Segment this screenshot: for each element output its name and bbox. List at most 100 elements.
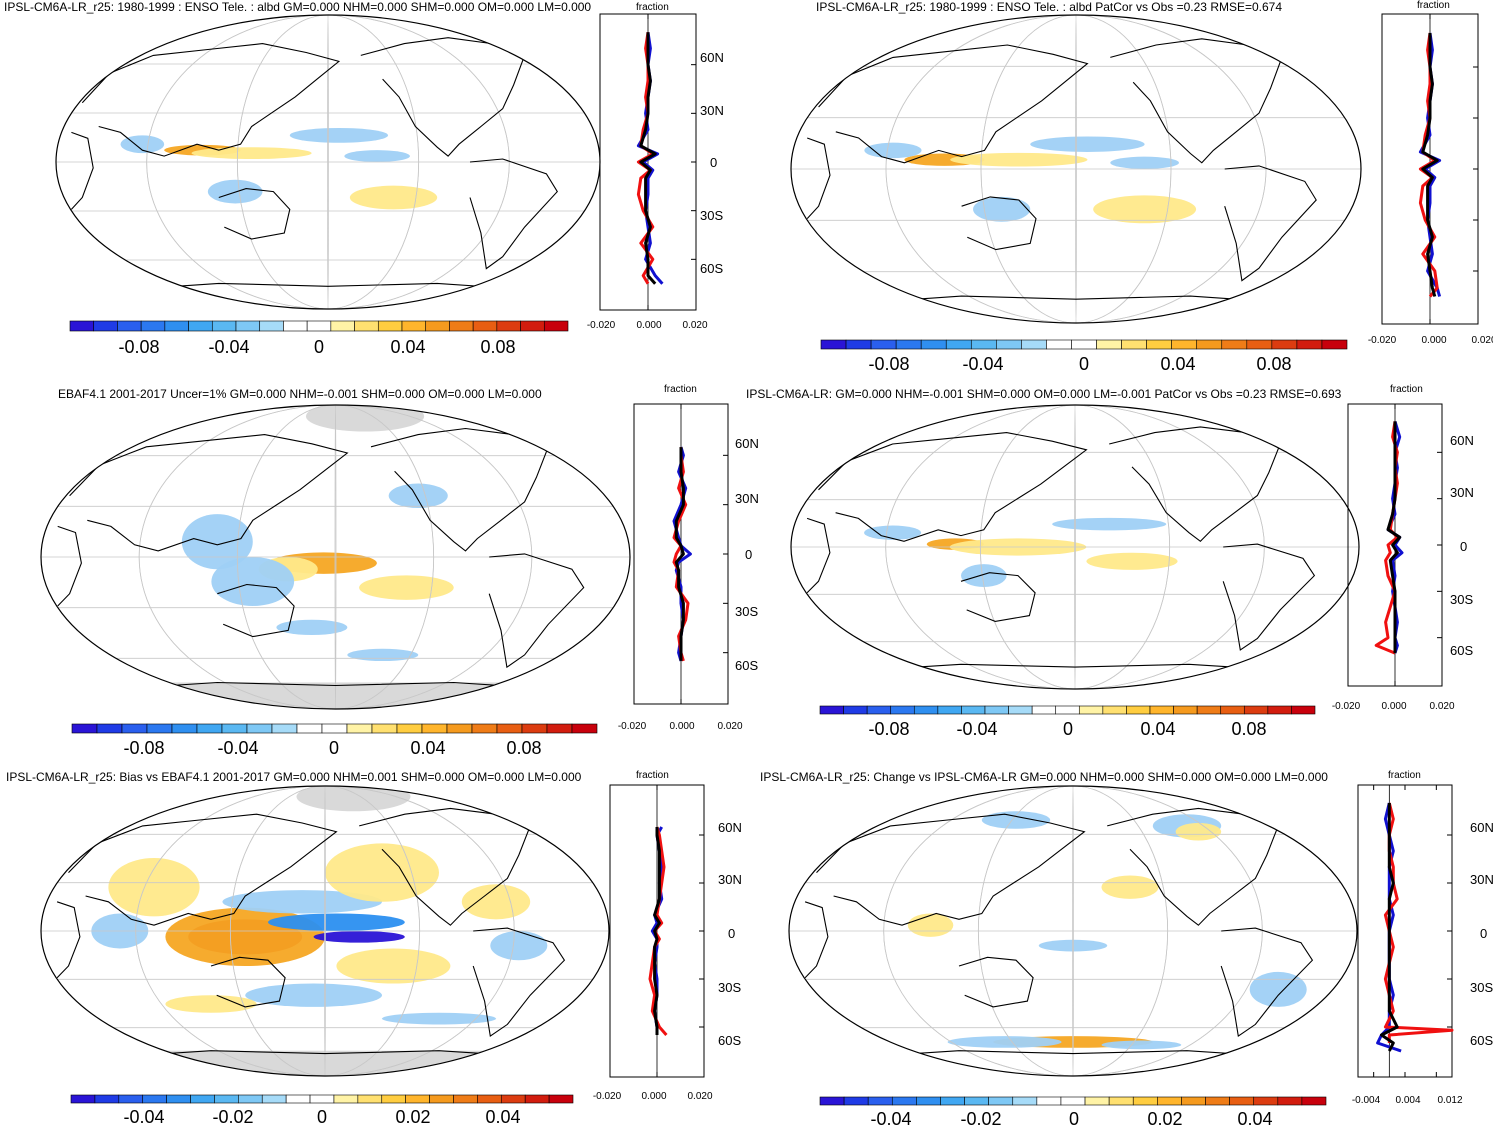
colorbar-label: 0.02 xyxy=(1147,1109,1183,1129)
colorbar-swatch xyxy=(1221,339,1248,350)
colorbar-swatch xyxy=(472,320,498,332)
panel-middle-left: EBAF4.1 2001-2017 Uncer=1% GM=0.000 NHM=… xyxy=(0,380,759,765)
anomaly-patch xyxy=(165,995,257,1013)
mean-profile-line xyxy=(1386,421,1402,654)
anomaly-patch xyxy=(181,514,253,570)
panel-title: IPSL-CM6A-LR_r25: 1980-1999 : ENSO Tele.… xyxy=(816,0,1283,14)
colorbar-swatch xyxy=(937,705,962,715)
lat-label-30s: 30S xyxy=(1450,592,1474,607)
colorbar-swatch xyxy=(1132,1096,1158,1106)
lat-label-60s: 60S xyxy=(1450,643,1474,658)
colorbar-label: 0.04 xyxy=(1237,1109,1273,1129)
anomaly-patch xyxy=(336,948,451,984)
world-map xyxy=(55,14,601,310)
latitude-profile xyxy=(633,403,729,705)
coastline xyxy=(360,37,526,157)
colorbar-swatch xyxy=(1301,1096,1327,1106)
panel-top-left: IPSL-CM6A-LR_r25: 1980-1999 : ENSO Tele.… xyxy=(0,0,724,370)
latitude-profile xyxy=(1357,784,1454,1078)
world-map xyxy=(40,785,610,1077)
colorbar xyxy=(69,320,569,332)
coastline xyxy=(1109,426,1281,543)
anomaly-patch xyxy=(344,150,410,162)
graticule-lon xyxy=(138,405,533,709)
coastline xyxy=(488,553,585,669)
colorbar-swatch xyxy=(1121,339,1147,350)
graticule-lon xyxy=(334,405,337,709)
lat-label-60n: 60N xyxy=(1470,820,1493,835)
map-border xyxy=(40,404,631,710)
graticule-lon xyxy=(885,15,1267,323)
panel-bottom-left: IPSL-CM6A-LR_r25: Bias vs EBAF4.1 2001-2… xyxy=(0,765,745,1128)
map-layer xyxy=(56,15,600,309)
coastline xyxy=(370,427,550,552)
colorbar-swatch xyxy=(1171,339,1198,350)
map-border xyxy=(40,785,610,1077)
colorbar-swatch xyxy=(93,320,118,332)
world-map xyxy=(40,404,631,710)
colorbar-label: -0.04 xyxy=(123,1107,165,1127)
colorbar-swatch xyxy=(309,1094,335,1104)
colorbar-swatch xyxy=(843,1096,869,1106)
panel-title: IPSL-CM6A-LR_r25: Bias vs EBAF4.1 2001-2… xyxy=(6,770,582,784)
colorbar-swatch xyxy=(118,1094,144,1104)
anomaly-patch xyxy=(222,890,382,914)
colorbar-swatch xyxy=(405,1094,430,1104)
obs-profile-line xyxy=(1386,420,1404,654)
missing-data-region xyxy=(41,682,630,709)
coastline xyxy=(958,956,1034,1008)
panel-top-right: IPSL-CM6A-LR_r25: 1980-1999 : ENSO Tele.… xyxy=(746,0,1493,380)
latitude-profile xyxy=(609,784,705,1078)
anomaly-patch xyxy=(1093,195,1197,224)
colorbar-swatch xyxy=(259,320,284,332)
colorbar-swatch xyxy=(121,723,148,734)
colorbar-swatch xyxy=(377,320,403,332)
colorbar-swatch xyxy=(819,705,844,715)
colorbar-swatch xyxy=(1321,339,1348,350)
profile-fraction-label: fraction xyxy=(1390,384,1423,395)
profile-xtick: -0.020 xyxy=(586,320,616,331)
colorbar-label: 0.04 xyxy=(1160,354,1196,374)
anomaly-patch xyxy=(211,557,295,606)
colorbar-label: -0.04 xyxy=(208,337,250,357)
graticule-lon xyxy=(1075,15,1077,323)
colorbar-swatch xyxy=(1108,1096,1134,1106)
colorbar-swatch xyxy=(1008,705,1033,715)
mean-profile-line xyxy=(674,447,685,661)
colorbar-swatch xyxy=(71,723,98,734)
colorbar-swatch xyxy=(371,723,398,734)
anomaly-patch xyxy=(1249,971,1307,1007)
colorbar-swatch xyxy=(429,1094,454,1104)
colorbar-swatch xyxy=(891,1096,917,1106)
colorbar-swatch xyxy=(1021,339,1047,350)
lat-label-60s: 60S xyxy=(735,658,759,673)
anomaly-patch xyxy=(1086,552,1178,570)
map-layer xyxy=(791,405,1359,689)
colorbar-swatch xyxy=(401,320,427,332)
anomaly-patch xyxy=(268,913,405,931)
lat-label-60n: 60N xyxy=(735,436,759,451)
colorbar-swatch xyxy=(146,723,173,734)
colorbar-swatch xyxy=(496,723,523,734)
coastline xyxy=(359,807,531,926)
anomaly-patch xyxy=(973,196,1031,222)
model-profile-line xyxy=(1418,32,1439,298)
colorbar-swatch xyxy=(546,723,573,734)
coastline xyxy=(1220,927,1314,1038)
colorbar-swatch xyxy=(321,723,348,734)
colorbar-swatch xyxy=(1126,705,1151,715)
coastline xyxy=(816,813,1086,926)
colorbar-swatch xyxy=(1157,1096,1182,1106)
anomaly-patch xyxy=(864,525,922,540)
lat-label-60n: 60N xyxy=(700,50,724,65)
colorbar-swatch xyxy=(188,320,213,332)
coastline xyxy=(961,196,1037,251)
lat-label-30n: 30N xyxy=(1470,872,1493,887)
profile-fraction-label: fraction xyxy=(1388,770,1421,781)
colorbar-swatch xyxy=(446,723,473,734)
lat-label-60s: 60S xyxy=(700,261,724,276)
map-border xyxy=(790,14,1362,324)
colorbar-swatch xyxy=(1071,339,1097,350)
anomaly-patch xyxy=(325,843,439,902)
colorbar-label: -0.02 xyxy=(960,1109,1002,1129)
